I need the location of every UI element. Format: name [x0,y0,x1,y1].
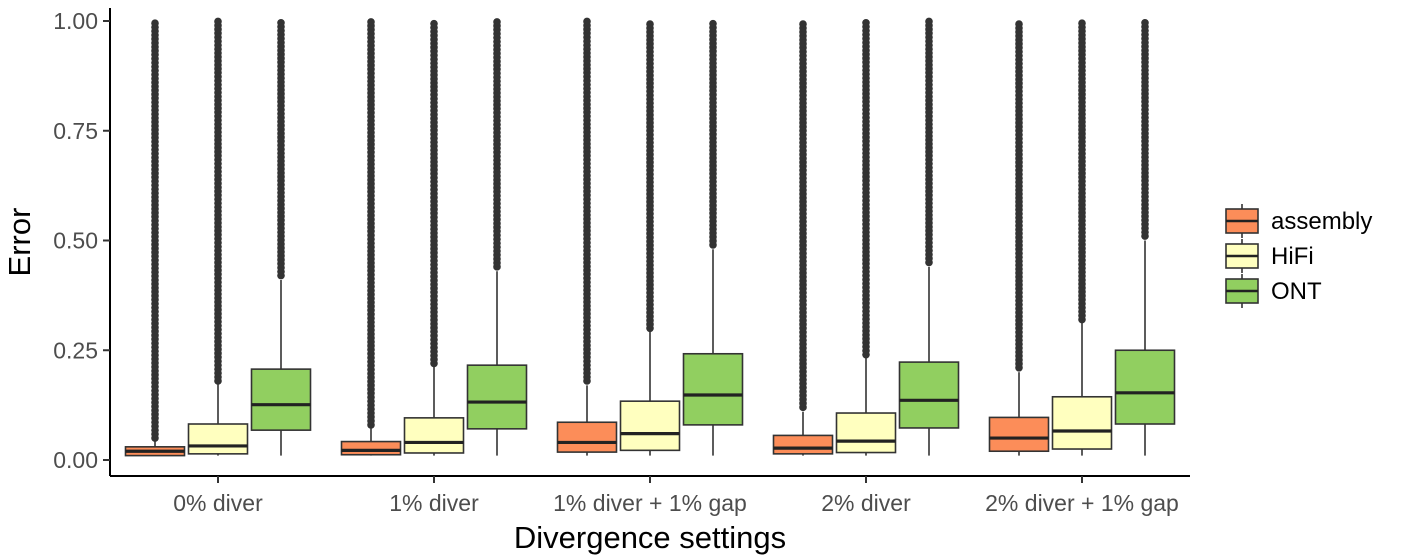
box-body [340,440,402,456]
box-body [835,412,897,454]
box-body [772,434,834,455]
box-body [1114,349,1176,425]
y-tick-label: 0.75 [53,118,98,144]
x-tick-label: 2% diver + 1% gap [985,490,1179,516]
outlier-point [583,17,591,26]
box-body [682,352,744,426]
legend-item-ont: ONT [1225,274,1322,308]
legend-item-assembly: assembly [1225,204,1372,238]
box-body [466,364,528,430]
legend-label: HiFi [1271,243,1314,270]
box-hifi-1 [187,17,249,456]
x-tick-label: 2% diver [821,490,911,516]
box-ont-2 [466,18,528,456]
outliers [367,18,375,429]
outlier-point [214,17,222,26]
outliers [493,18,501,271]
outlier-point [1078,19,1086,27]
outlier-point [493,18,501,26]
outliers [1078,19,1086,324]
outliers [151,19,159,442]
box-ont-5 [1114,18,1176,456]
box-body [403,417,465,454]
outlier-point [151,19,159,27]
box-ont-4 [898,17,960,456]
outliers [430,19,438,368]
box-assembly-3 [556,17,618,456]
box-body [1051,395,1113,450]
box-assembly-1 [124,19,186,457]
x-ticks: 0% diver 1% diver 1% diver + 1% gap 2% dive… [173,476,1179,516]
y-tick-label: 0.25 [53,337,98,363]
outlier-point [277,18,285,27]
y-tick-label: 0.50 [53,228,98,254]
box-ont-1 [250,18,312,456]
y-axis-title: Error [2,208,37,277]
legend-label: ONT [1271,278,1322,305]
outliers [1015,20,1023,372]
box-hifi-4 [835,18,897,456]
box-assembly-5 [988,20,1050,456]
box-body [619,400,681,452]
x-axis-title: Divergence settings [514,520,786,555]
outliers [277,18,285,280]
outliers [583,17,591,385]
outliers [1141,18,1149,240]
y-ticks: 0.00 0.25 0.50 0.75 1.00 [53,8,110,473]
box-hifi-5 [1051,19,1113,456]
outliers [646,20,654,333]
box-body [988,416,1050,453]
outlier-point [367,18,375,26]
box-body [556,421,618,453]
outliers [925,17,933,267]
outlier-point [925,17,933,26]
plot-area [124,17,1176,457]
x-tick-label: 1% diver + 1% gap [553,490,747,516]
outlier-point [430,19,438,28]
outliers [709,19,717,249]
legend-label: assembly [1271,208,1372,235]
box-assembly-2 [340,18,402,456]
outliers [799,20,807,412]
box-hifi-3 [619,20,681,456]
outlier-point [709,19,717,28]
box-body [898,361,960,429]
legend-item-hifi: HiFi [1225,239,1314,273]
outliers [862,18,870,359]
box-assembly-4 [772,20,834,456]
box-body [187,423,249,455]
y-tick-label: 0.00 [53,447,98,473]
x-tick-label: 1% diver [389,490,479,516]
box-hifi-2 [403,19,465,456]
outlier-point [646,20,654,28]
legend: assembly HiFi ONT [1225,204,1372,308]
outlier-point [799,20,807,28]
outlier-point [1015,20,1023,28]
outliers [214,17,222,385]
outlier-point [862,18,870,27]
outlier-point [1141,18,1149,27]
x-tick-label: 0% diver [173,490,263,516]
box-body [250,368,312,431]
y-tick-label: 1.00 [53,8,98,34]
box-ont-3 [682,19,744,456]
